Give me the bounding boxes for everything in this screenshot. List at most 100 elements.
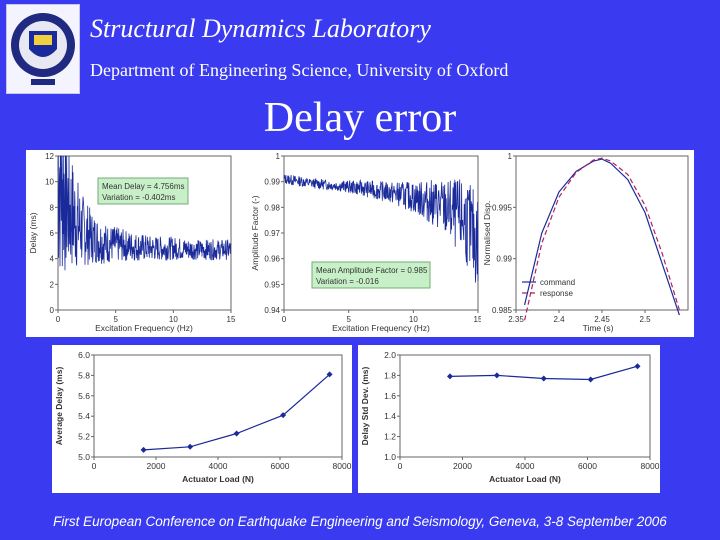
signal-series-line [57,155,232,271]
x-tick-label: 2.5 [639,315,651,324]
y-axis-label: Average Delay (ms) [54,367,64,446]
y-tick-label: 1 [276,152,281,161]
x-tick-label: 8000 [333,461,352,471]
y-tick-label: 1.2 [384,432,396,442]
annotation-text: Mean Amplitude Factor = 0.985 [316,266,428,275]
series-line [143,373,330,451]
delay-vs-frequency-chart: 0 5 10 15 0 2 4 6 8 10 12 Excitation Frequency (Hz)… [28,152,236,333]
y-tick-label: 8 [50,203,55,212]
average-delay-chart: 0 2000 4000 6000 8000 5.0 5.2 5.4 5.6 5.8 6.0 Actua… [54,350,352,484]
y-axis-label: Delay Std Dev. (ms) [360,366,370,445]
legend-label-command: command [540,278,575,287]
x-axis-label: Excitation Frequency (Hz) [332,323,430,333]
legend-label-response: response [540,289,573,298]
x-tick-label: 6000 [578,461,597,471]
y-tick-label: 5.6 [78,391,90,401]
x-tick-label: 0 [282,315,287,324]
plot-frame [93,354,343,458]
delay-std-dev-chart: 0 2000 4000 6000 8000 1.0 1.2 1.4 1.6 1.8 2.0 Actua… [360,350,660,484]
x-tick-label: 0 [398,461,403,471]
y-tick-label: 1.6 [384,391,396,401]
series-line-command [524,158,680,316]
data-point [140,446,147,453]
y-tick-label: 0.98 [264,203,280,212]
x-axis-label: Actuator Load (N) [489,474,561,484]
x-axis-label: Time (s) [583,323,614,333]
annotation-text: Mean Delay = 4.756ms [102,182,185,191]
x-tick-label: 15 [474,315,481,324]
data-point [587,376,594,383]
x-tick-label: 2.35 [508,315,524,324]
conference-footer: First European Conference on Earthquake … [53,514,667,529]
department-subtitle: Department of Engineering Science, Unive… [90,60,509,80]
lab-title: Structural Dynamics Laboratory [90,14,431,43]
y-tick-label: 0.985 [492,306,513,315]
x-tick-label: 10 [169,315,178,324]
x-tick-label: 4000 [209,461,228,471]
normalised-displacement-chart: 2.35 2.4 2.45 2.5 0.985 0.99 0.995 1 Time (s) Nor… [482,152,689,333]
slide-title: Delay error [263,95,457,141]
y-axis-label: Delay (ms) [28,212,38,253]
y-tick-label: 4 [50,255,55,264]
y-tick-label: 0.995 [492,203,513,212]
x-axis-label: Actuator Load (N) [182,474,254,484]
data-point [326,371,333,378]
y-tick-label: 5.8 [78,370,90,380]
y-tick-label: 1 [508,152,513,161]
x-tick-label: 0 [56,315,61,324]
x-tick-label: 5 [113,315,118,324]
y-tick-label: 10 [45,178,54,187]
y-axis-label: Amplitude Factor (-) [250,195,260,270]
y-tick-label: 1.8 [384,370,396,380]
data-point [280,412,287,419]
data-point [634,363,641,370]
y-tick-label: 6 [50,229,55,238]
data-point [447,373,453,380]
y-tick-label: 1.0 [384,452,396,462]
x-tick-label: 2000 [147,461,166,471]
amplitude-factor-chart: 0 5 10 15 0.94 0.95 0.96 0.97 0.98 0.99 1 Excitatio… [250,152,481,333]
y-tick-label: 0.97 [264,229,280,238]
x-tick-label: 2.4 [553,315,565,324]
x-tick-label: 10 [409,315,418,324]
oxford-crest-logo [6,4,80,94]
average-delay-panel: 0 2000 4000 6000 8000 5.0 5.2 5.4 5.6 5.8 6.0 Actua… [52,345,352,493]
x-tick-label: 2.45 [594,315,610,324]
series-line-response [524,157,680,321]
data-point [233,430,240,437]
annotation-box [311,261,431,289]
y-tick-label: 0.96 [264,255,280,264]
y-tick-label: 12 [45,152,54,161]
annotation-box [97,177,189,205]
y-tick-label: 2 [50,280,55,289]
signal-series-line [283,174,479,283]
plot-frame [399,354,651,458]
y-tick-label: 2.0 [384,350,396,360]
top-charts-panel: 0 5 10 15 0 2 4 6 8 10 12 Excitation Frequency (Hz)… [26,150,694,337]
y-tick-label: 0 [50,306,55,315]
x-tick-label: 15 [227,315,236,324]
y-tick-label: 1.4 [384,411,396,421]
y-axis-label: Normalised Disp. [482,201,492,266]
x-axis-label: Excitation Frequency (Hz) [95,323,193,333]
data-point [493,372,500,379]
x-tick-label: 4000 [516,461,535,471]
data-point [187,443,194,450]
y-tick-label: 0.95 [264,280,280,289]
annotation-text: Variation = -0.402ms [102,193,175,202]
y-tick-label: 0.99 [496,255,512,264]
annotation-text: Variation = -0.016 [316,277,379,286]
y-tick-label: 6.0 [78,350,90,360]
x-tick-label: 2000 [453,461,472,471]
delay-std-panel: 0 2000 4000 6000 8000 1.0 1.2 1.4 1.6 1.8 2.0 Actua… [358,345,660,493]
y-tick-label: 5.2 [78,432,90,442]
x-tick-label: 0 [92,461,97,471]
y-tick-label: 0.94 [264,306,280,315]
data-point [540,375,547,382]
y-tick-label: 0.99 [264,178,280,187]
x-tick-label: 6000 [271,461,290,471]
x-tick-label: 5 [346,315,351,324]
y-tick-label: 5.4 [78,411,90,421]
x-tick-label: 8000 [641,461,660,471]
y-tick-label: 5.0 [78,452,90,462]
